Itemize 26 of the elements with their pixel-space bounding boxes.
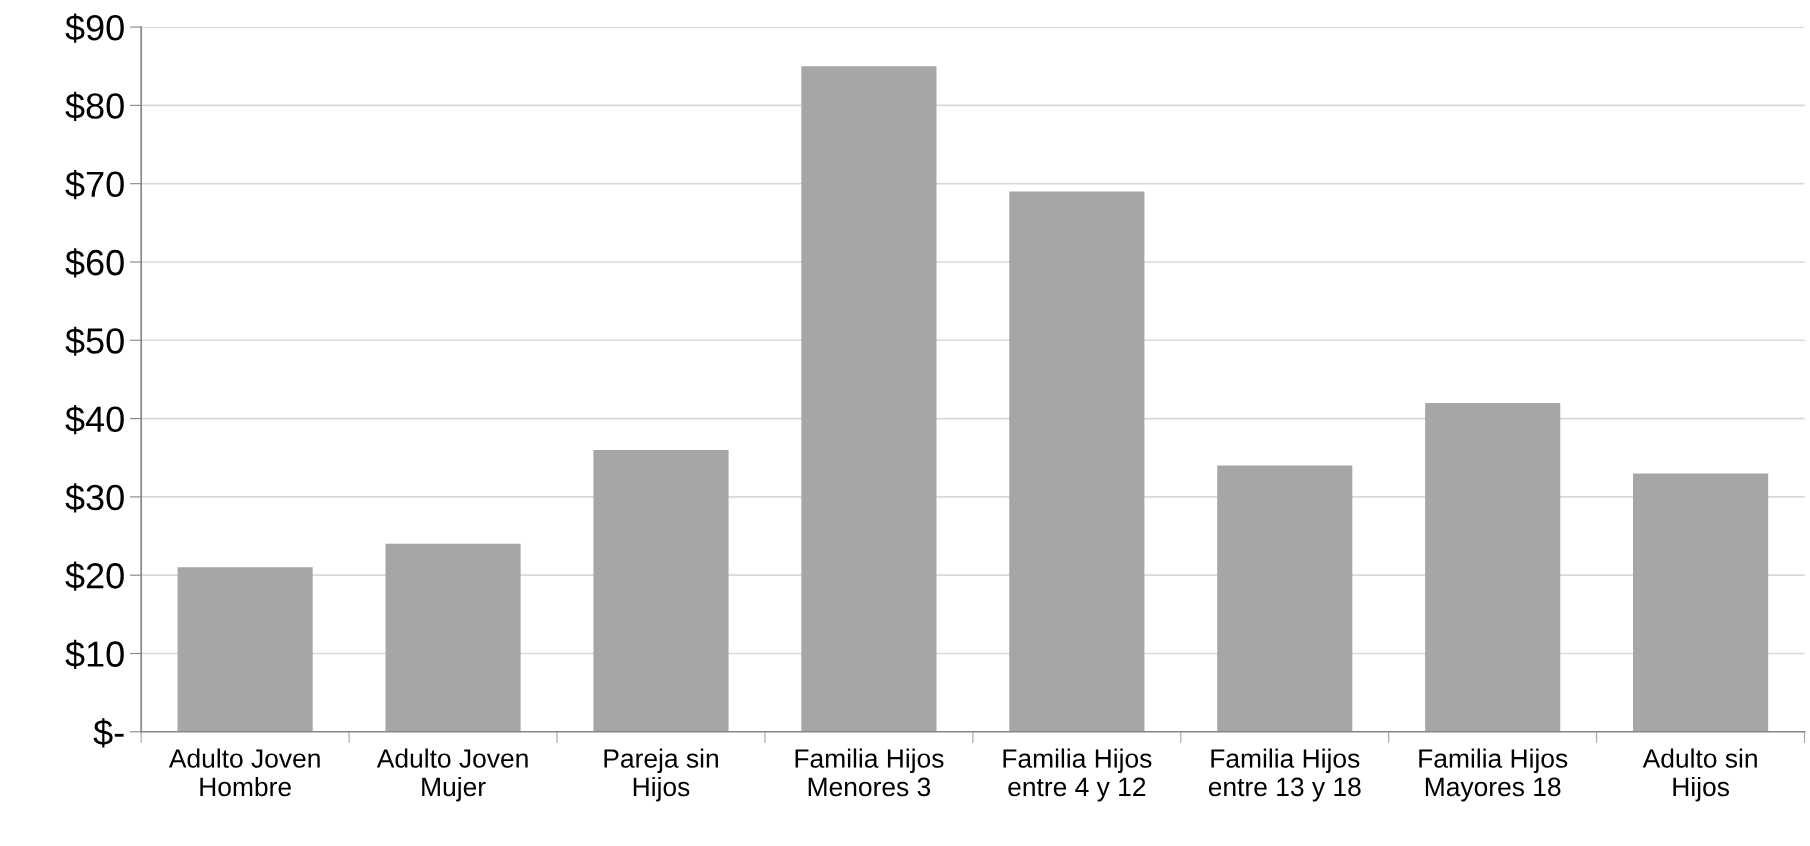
x-tick-label: Pareja sin Hijos [604,748,718,802]
x-tick-label: Adulto sin Hijos [1642,748,1757,802]
x-tick-label: Familia Hijos Mayores 18 [1419,748,1568,802]
bar [1009,191,1145,732]
y-tick-label: $50 [65,326,124,356]
bar [385,543,521,732]
y-tick-label: $- [93,718,124,748]
y-tick-label: $30 [65,483,124,513]
bar [1217,465,1353,732]
bar [1633,473,1769,732]
bar [801,66,937,732]
x-tick-label: Familia Hijos entre 4 y 12 [1003,748,1152,802]
x-tick-label: Adulto Joven Mujer [376,748,528,802]
y-tick-label: $60 [65,248,124,278]
y-tick-label: $20 [65,561,124,591]
y-tick-label: $80 [65,91,124,121]
bar [177,567,313,732]
bar [1425,402,1561,732]
y-tick-label: $70 [65,170,124,200]
x-tick-label: Familia Hijos Menores 3 [795,748,944,797]
x-tick-label: Adulto Joven Hombre [168,748,320,797]
x-tick-label: Familia Hijos entre 13 y 18 [1208,748,1361,802]
y-tick-label: $40 [65,404,124,435]
bar [593,449,729,732]
y-tick-label: $90 [65,13,124,43]
y-tick-label: $10 [65,639,124,670]
